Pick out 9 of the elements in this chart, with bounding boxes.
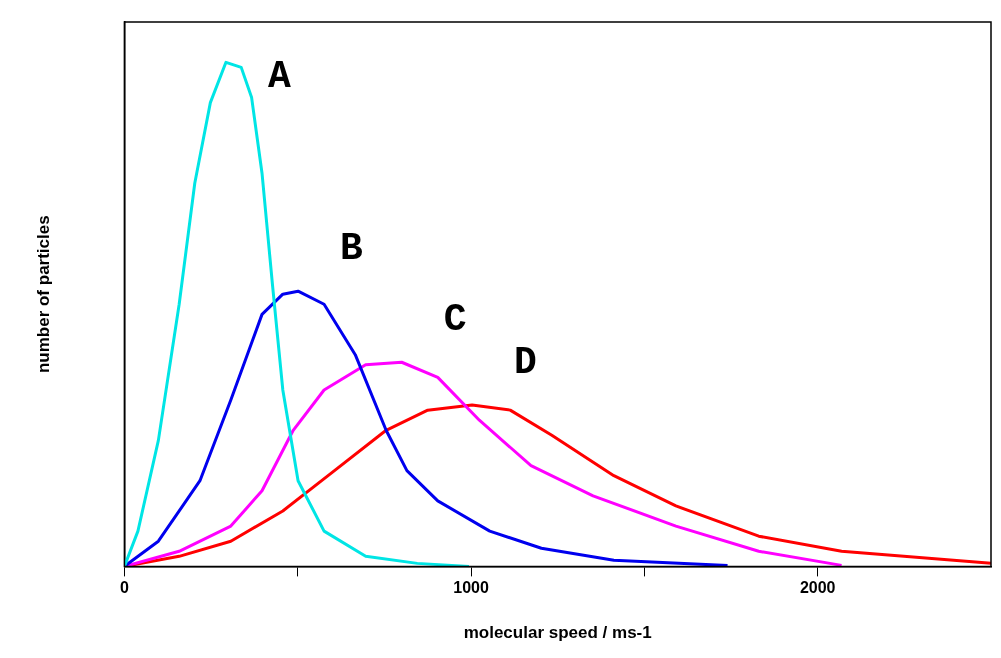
series-label: C <box>443 297 467 341</box>
x-tick-label: 2000 <box>799 579 836 597</box>
series-label: B <box>340 226 363 270</box>
x-tick-label: 1000 <box>453 579 489 597</box>
y-axis-title: number of particles <box>33 215 53 374</box>
series-label: D <box>514 340 537 384</box>
x-tick-label: 0 <box>119 579 129 597</box>
series-label: A <box>267 54 291 98</box>
x-axis-title: molecular speed / ms-1 <box>463 623 652 643</box>
